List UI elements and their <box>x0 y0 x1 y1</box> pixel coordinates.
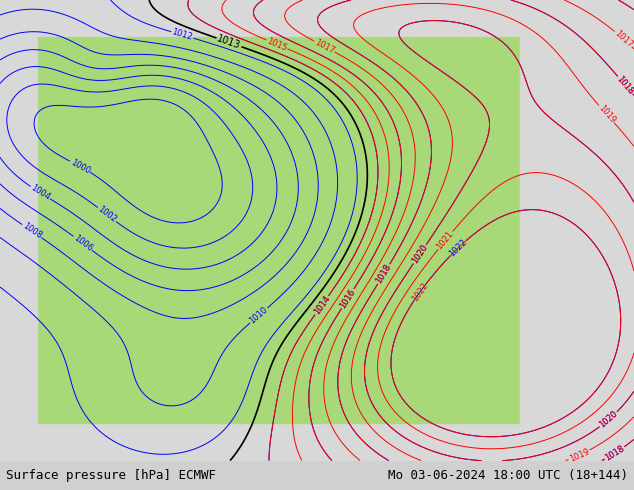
Text: 1022: 1022 <box>448 237 469 258</box>
Text: 1021: 1021 <box>435 229 455 251</box>
Text: 1002: 1002 <box>96 205 118 224</box>
Text: 1014: 1014 <box>312 294 332 317</box>
Text: 1018: 1018 <box>615 74 634 96</box>
Text: Mo 03-06-2024 18:00 UTC (18+144): Mo 03-06-2024 18:00 UTC (18+144) <box>387 469 628 482</box>
Text: 1020: 1020 <box>598 409 619 430</box>
Text: 1000: 1000 <box>68 157 91 175</box>
Text: 1018: 1018 <box>604 444 626 463</box>
Text: 1004: 1004 <box>29 183 51 202</box>
Text: 1017: 1017 <box>313 38 336 55</box>
Text: 1012: 1012 <box>171 27 194 42</box>
Text: Surface pressure [hPa] ECMWF: Surface pressure [hPa] ECMWF <box>6 469 216 482</box>
Text: 1019: 1019 <box>596 103 617 125</box>
Text: 1014: 1014 <box>312 294 332 317</box>
Text: 1018: 1018 <box>615 74 634 96</box>
Text: 1008: 1008 <box>20 221 43 241</box>
Text: 1020: 1020 <box>410 243 429 266</box>
Text: 1020: 1020 <box>598 409 619 430</box>
Text: 1020: 1020 <box>410 243 429 266</box>
Text: 1015: 1015 <box>266 36 288 52</box>
Text: 1010: 1010 <box>248 305 269 326</box>
Text: 1013: 1013 <box>216 34 242 51</box>
Text: 1006: 1006 <box>72 233 94 253</box>
Text: 1019: 1019 <box>568 446 591 464</box>
Text: 1016: 1016 <box>339 287 357 310</box>
Text: 1022: 1022 <box>410 281 430 303</box>
Text: 1017: 1017 <box>612 29 634 49</box>
Text: 1018: 1018 <box>375 263 393 285</box>
Text: 1018: 1018 <box>375 263 393 285</box>
Text: 1016: 1016 <box>339 287 357 310</box>
Text: 1018: 1018 <box>604 444 626 463</box>
